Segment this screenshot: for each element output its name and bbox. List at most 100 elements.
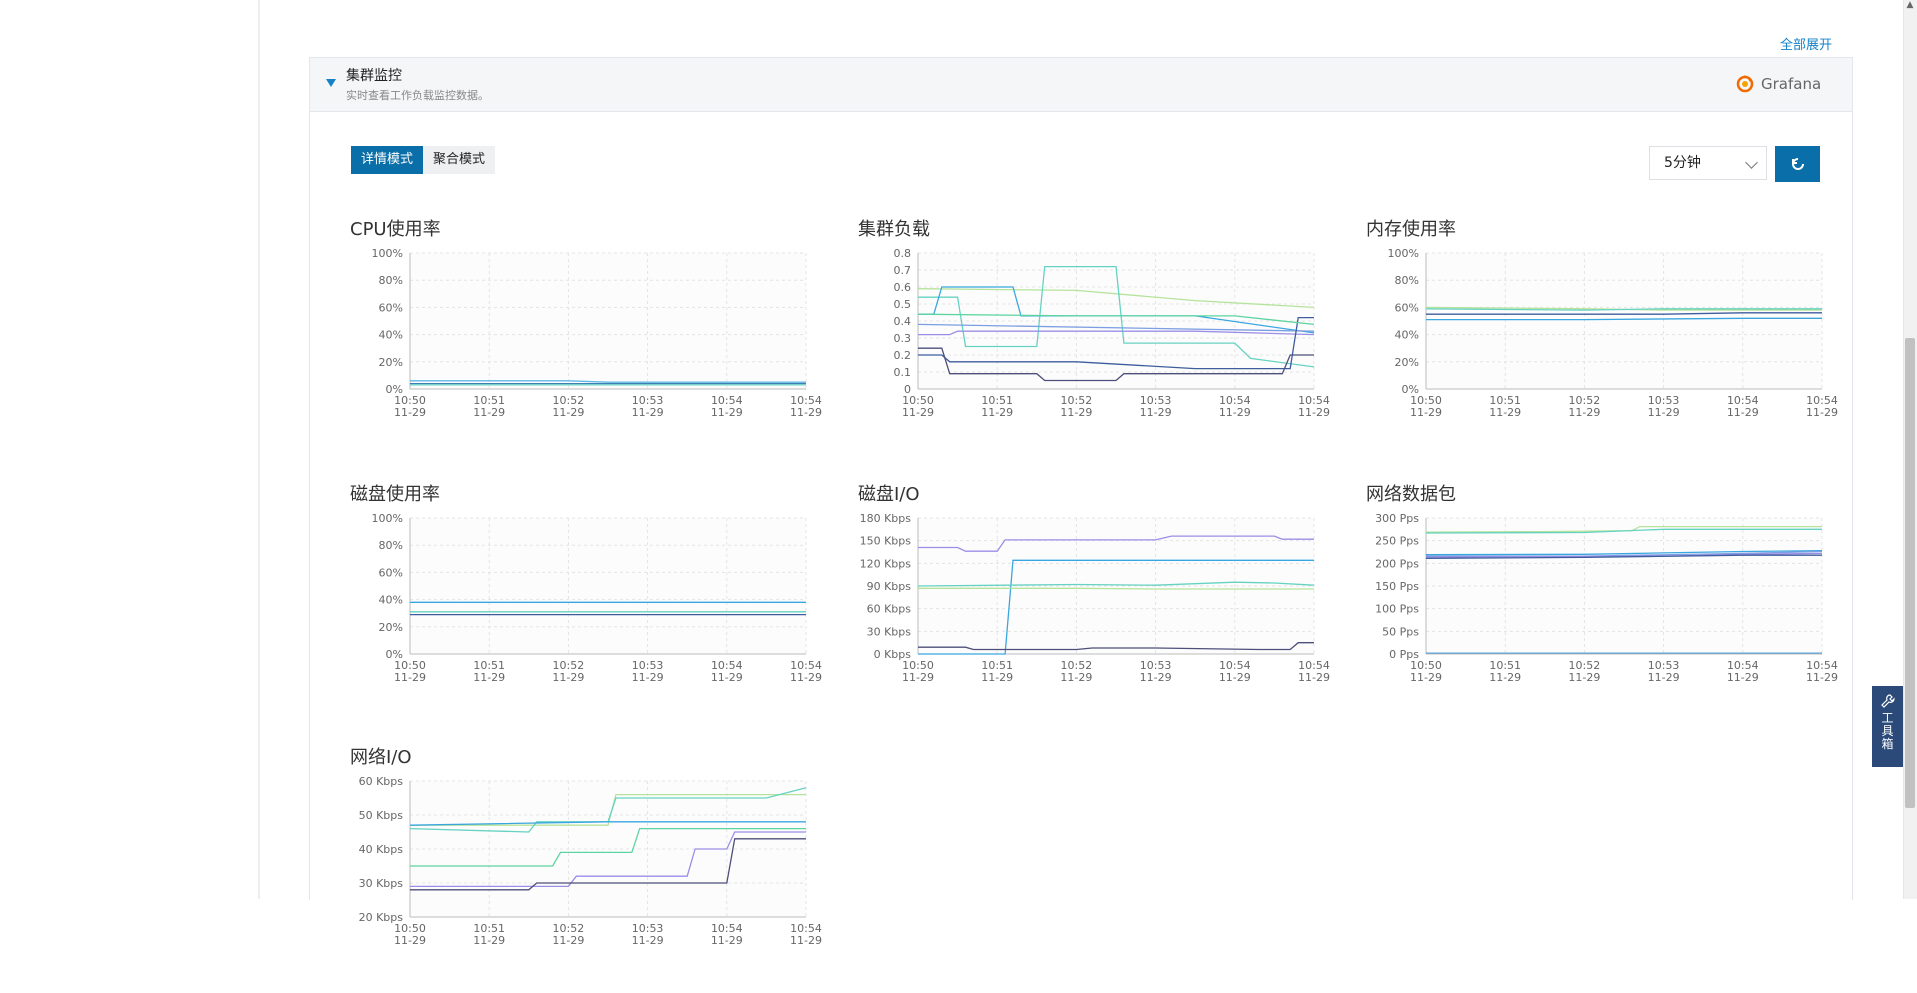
x-tick-date: 11-29 [711, 671, 743, 684]
y-tick-label: 60 Kbps [359, 775, 404, 788]
x-tick-time: 10:54 [1727, 394, 1759, 407]
y-tick-label: 180 Kbps [860, 512, 912, 525]
expand-all-link[interactable]: 全部展开 [1780, 38, 1833, 53]
x-tick-label: 10:54 11-29 [711, 659, 743, 684]
x-tick-label: 10:53 11-29 [632, 659, 664, 684]
x-tick-date: 11-29 [1568, 406, 1600, 419]
toolbox-button[interactable]: 工 具 箱 [1872, 686, 1903, 767]
series-line-0 [917, 288, 1315, 309]
x-tick-label: 10:50 11-29 [1410, 394, 1442, 419]
caret-down-icon[interactable] [326, 79, 336, 87]
chart-disk-usage: 磁盘使用率 100% 80% 60% 40% 20% 0% 10:50 11-29 10:51 11… [350, 480, 830, 730]
x-tick-time: 10:51 [981, 659, 1013, 672]
x-tick-date: 11-29 [1489, 406, 1521, 419]
series-line-2 [409, 821, 806, 826]
time-range-select[interactable]: 5分钟 [1649, 146, 1767, 180]
scrollbar-thumb[interactable] [1905, 338, 1915, 808]
x-tick-date: 11-29 [902, 671, 934, 684]
y-tick-label: 0.3 [894, 332, 912, 345]
x-tick-date: 11-29 [1727, 406, 1759, 419]
time-range-value: 5分钟 [1664, 155, 1701, 171]
y-tick-label: 200 Pps [1375, 557, 1419, 570]
toolbox-label-3: 箱 [1881, 737, 1894, 751]
x-tick-label: 10:54 11-29 [1806, 394, 1838, 419]
x-tick-date: 11-29 [1060, 406, 1092, 419]
x-tick-time: 10:54 [790, 394, 822, 407]
x-tick-time: 10:52 [553, 659, 585, 672]
x-tick-label: 10:52 11-29 [1060, 394, 1092, 419]
x-tick-label: 10:50 11-29 [902, 659, 934, 684]
aggregate-mode-button[interactable]: 聚合模式 [423, 146, 496, 174]
x-tick-time: 10:51 [473, 394, 505, 407]
x-tick-label: 10:52 11-29 [1568, 394, 1600, 419]
x-tick-date: 11-29 [711, 934, 743, 947]
refresh-button[interactable] [1775, 146, 1820, 182]
x-tick-label: 10:54 11-29 [1298, 394, 1330, 419]
wrench-icon [1880, 694, 1895, 708]
x-tick-label: 10:52 11-29 [1568, 659, 1600, 684]
x-tick-time: 10:54 [711, 394, 743, 407]
x-tick-label: 10:51 11-29 [473, 922, 505, 947]
series-line-3 [918, 587, 1314, 590]
x-tick-time: 10:51 [1489, 659, 1521, 672]
y-tick-label: 50 Kbps [359, 809, 404, 822]
series-line-4 [410, 831, 806, 888]
x-tick-label: 10:52 11-29 [552, 659, 584, 684]
x-tick-label: 10:53 11-29 [1648, 659, 1680, 684]
x-tick-time: 10:50 [394, 659, 426, 672]
y-tick-label: 100% [372, 247, 403, 260]
x-tick-label: 10:52 11-29 [552, 922, 584, 947]
y-tick-label: 100 Pps [1375, 603, 1419, 616]
chart-title: 网络I/O [350, 747, 412, 768]
x-tick-time: 10:54 [1219, 659, 1251, 672]
plot-area [410, 253, 806, 389]
series-line-1 [918, 265, 1315, 368]
x-tick-label: 10:51 11-29 [1489, 659, 1521, 684]
x-tick-time: 10:53 [1140, 394, 1172, 407]
chart-title: 集群负载 [858, 219, 930, 240]
detail-mode-button[interactable]: 详情模式 [351, 146, 424, 174]
x-tick-label: 10:54 11-29 [1727, 659, 1759, 684]
x-tick-time: 10:53 [1140, 659, 1172, 672]
x-tick-label: 10:51 11-29 [1489, 394, 1521, 419]
x-tick-date: 11-29 [790, 934, 822, 947]
series-line-1 [1425, 528, 1822, 534]
x-tick-date: 11-29 [552, 671, 584, 684]
y-tick-label: 20% [379, 356, 403, 369]
x-tick-time: 10:53 [632, 659, 664, 672]
x-tick-label: 10:54 11-29 [711, 922, 743, 947]
y-tick-label: 20% [379, 621, 403, 634]
panel-header[interactable]: 集群监控 实时查看工作负载监控数据。 Grafana [310, 58, 1852, 112]
y-tick-label: 0 Pps [1389, 648, 1419, 661]
y-tick-label: 60% [1395, 301, 1419, 314]
x-tick-label: 10:51 11-29 [473, 659, 505, 684]
x-tick-date: 11-29 [473, 671, 505, 684]
x-tick-time: 10:54 [1806, 659, 1838, 672]
series-line-4 [918, 330, 1315, 336]
x-tick-label: 10:54 11-29 [711, 394, 743, 419]
y-tick-label: 80% [379, 539, 403, 552]
series-line-3 [1426, 317, 1822, 321]
x-tick-label: 10:50 11-29 [902, 394, 934, 419]
series-line-2 [1426, 312, 1822, 315]
series-line-7 [917, 313, 1315, 326]
x-tick-label: 10:51 11-29 [473, 394, 505, 419]
x-tick-date: 11-29 [1410, 406, 1442, 419]
x-tick-date: 11-29 [1298, 406, 1330, 419]
x-tick-time: 10:54 [790, 659, 822, 672]
y-tick-label: 100% [1388, 247, 1419, 260]
scroll-up-icon[interactable]: ▲ [1906, 0, 1914, 10]
x-tick-time: 10:52 [1061, 394, 1093, 407]
x-tick-date: 11-29 [473, 406, 505, 419]
x-tick-time: 10:52 [1569, 394, 1601, 407]
x-tick-time: 10:50 [902, 394, 934, 407]
x-tick-time: 10:52 [1569, 659, 1601, 672]
x-tick-time: 10:50 [1410, 394, 1442, 407]
plot-area [410, 518, 806, 654]
x-tick-label: 10:51 11-29 [981, 659, 1013, 684]
grafana-label: Grafana [1761, 75, 1822, 93]
grafana-link[interactable]: Grafana [1735, 74, 1821, 94]
